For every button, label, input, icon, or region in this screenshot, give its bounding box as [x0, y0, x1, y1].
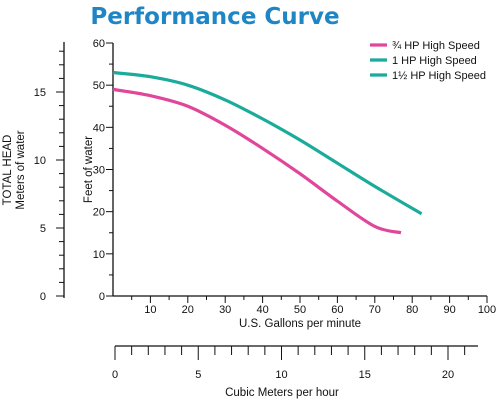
x-tick-label: 80: [406, 304, 418, 316]
series-line-1: [112, 87, 402, 235]
meters-tick-label: 10: [34, 155, 46, 167]
legend-label: 1 HP High Speed: [392, 55, 477, 67]
y-tick-label: 10: [93, 249, 105, 261]
main-axes: 0 10 20 30 40 50 60 10 20 30 40 50 60 70 80 90 100 U.S. G…: [83, 38, 496, 330]
meters-tick-label: 15: [34, 87, 46, 99]
series-line-2: [112, 70, 423, 216]
meters-axis-title: TOTAL HEAD: [2, 135, 14, 206]
meters-axis: 0 5 10 15 TOTAL HEAD Meters of water: [2, 42, 65, 303]
x-tick-label: 90: [443, 304, 455, 316]
meters-axis-subtitle: Meters of water: [15, 130, 27, 209]
y-axis-title: Feet of water: [83, 136, 95, 203]
legend-label: ¾ HP High Speed: [392, 40, 480, 52]
y-tick-label: 60: [93, 38, 105, 50]
y-tick-label: 40: [93, 122, 105, 134]
cubic-tick-label: 0: [112, 369, 118, 381]
cubic-tick-label: 5: [195, 369, 201, 381]
y-tick-label: 50: [93, 80, 105, 92]
x-tick-label: 70: [369, 304, 381, 316]
cubic-tick-label: 20: [442, 369, 454, 381]
x-tick-label: 20: [182, 304, 194, 316]
chart-title: Performance Curve: [90, 4, 340, 30]
cubic-axis-title: Cubic Meters per hour: [225, 387, 339, 399]
y-tick-label: 20: [93, 207, 105, 219]
legend-label: 1½ HP High Speed: [392, 70, 486, 82]
x-axis-title: U.S. Gallons per minute: [239, 318, 361, 330]
cubic-tick-label: 10: [275, 369, 287, 381]
x-tick-label: 40: [256, 304, 268, 316]
x-tick-label: 60: [331, 304, 343, 316]
meters-tick-label: 0: [40, 291, 46, 303]
x-tick-label: 50: [294, 304, 306, 316]
x-tick-label: 10: [144, 304, 156, 316]
y-tick-label: 30: [93, 165, 105, 177]
series-layer: [112, 70, 423, 235]
cubic-tick-label: 15: [359, 369, 371, 381]
y-tick-label: 0: [99, 291, 105, 303]
x-tick-label: 100: [478, 304, 496, 316]
legend: ¾ HP High Speed 1 HP High Speed 1½ HP High…: [370, 40, 486, 82]
cubic-meters-axis: 0 5 10 15 20 Cubic Meters per hour: [112, 345, 478, 399]
x-tick-label: 30: [219, 304, 231, 316]
meters-tick-label: 5: [40, 223, 46, 235]
